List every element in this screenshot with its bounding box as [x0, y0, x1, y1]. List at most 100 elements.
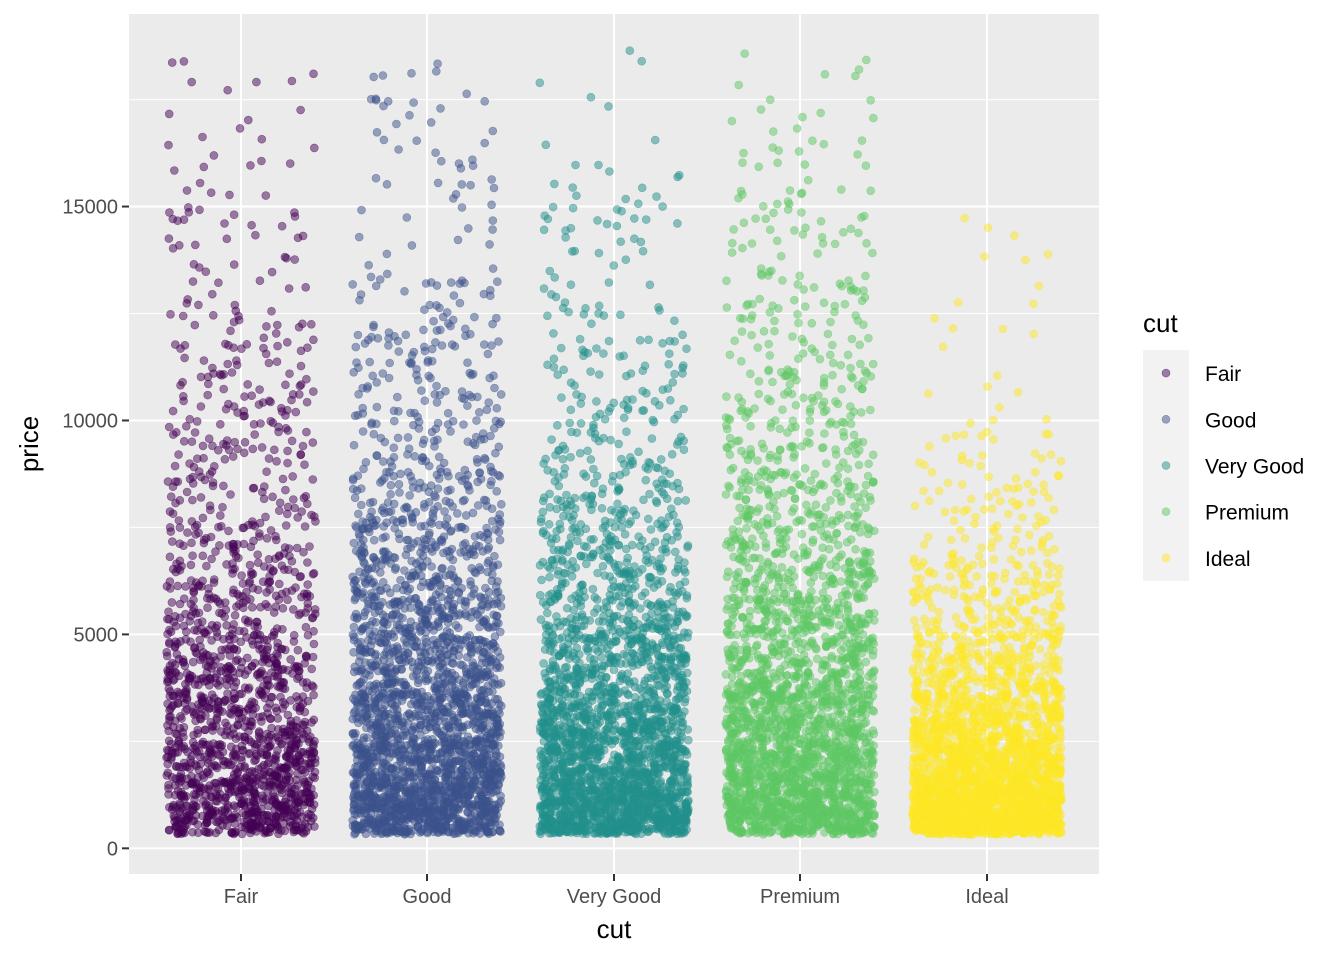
- data-point: [353, 588, 363, 598]
- data-point: [395, 488, 404, 497]
- data-point: [235, 592, 244, 601]
- data-point: [356, 500, 366, 510]
- data-point: [264, 358, 274, 368]
- data-point: [389, 416, 399, 426]
- data-point: [365, 498, 375, 508]
- data-point: [457, 276, 467, 286]
- data-point: [605, 167, 614, 176]
- data-point: [416, 755, 425, 765]
- data-point: [354, 232, 364, 242]
- data-point: [259, 343, 268, 353]
- data-point: [179, 436, 189, 446]
- data-point: [259, 767, 269, 776]
- data-point: [372, 128, 382, 137]
- data-point: [227, 814, 236, 823]
- data-point: [349, 622, 359, 632]
- data-point: [353, 471, 363, 481]
- data-point: [679, 445, 689, 455]
- data-point: [616, 310, 625, 320]
- data-point: [295, 572, 305, 582]
- data-point: [198, 737, 208, 747]
- data-point: [382, 180, 392, 189]
- data-point: [404, 797, 414, 806]
- data-point: [583, 446, 592, 456]
- data-point: [363, 733, 372, 743]
- data-point: [402, 641, 411, 650]
- data-point: [190, 680, 200, 689]
- data-point: [480, 807, 490, 817]
- data-point: [409, 539, 419, 548]
- data-point: [471, 703, 481, 713]
- data-point: [310, 609, 320, 619]
- data-point: [263, 602, 273, 612]
- data-point: [188, 551, 197, 561]
- data-point: [271, 329, 281, 338]
- data-point: [381, 647, 391, 657]
- data-point: [231, 764, 241, 774]
- data-point: [295, 807, 305, 817]
- data-point: [386, 489, 395, 499]
- data-point: [187, 517, 197, 526]
- data-point: [187, 437, 197, 447]
- data-point: [437, 603, 447, 613]
- data-point: [220, 612, 229, 622]
- data-point: [372, 402, 382, 412]
- data-point: [427, 789, 437, 799]
- data-point: [164, 109, 174, 119]
- data-point: [297, 728, 307, 738]
- data-point: [224, 760, 233, 770]
- data-point: [273, 714, 283, 723]
- data-point: [417, 656, 427, 666]
- data-point: [296, 361, 306, 371]
- data-point: [222, 821, 232, 831]
- data-point: [188, 495, 197, 505]
- data-point: [213, 597, 223, 606]
- data-point: [302, 397, 312, 407]
- data-point: [207, 554, 216, 564]
- data-point: [419, 342, 429, 352]
- data-point: [432, 281, 442, 290]
- data-point: [228, 452, 238, 461]
- data-point: [359, 524, 368, 534]
- data-point: [567, 247, 577, 256]
- data-point: [470, 662, 479, 671]
- data-point: [275, 498, 285, 508]
- data-point: [247, 636, 257, 646]
- data-point: [486, 480, 495, 490]
- data-point: [543, 311, 552, 321]
- data-point: [303, 580, 313, 589]
- data-point: [472, 416, 481, 425]
- data-point: [163, 477, 173, 486]
- data-point: [289, 630, 299, 640]
- data-point: [283, 446, 292, 456]
- data-point: [470, 636, 480, 645]
- data-point: [416, 582, 426, 592]
- data-point: [278, 603, 288, 613]
- data-point: [579, 493, 588, 503]
- data-point: [303, 343, 312, 353]
- data-point: [208, 289, 217, 299]
- data-point: [420, 305, 429, 315]
- data-point: [213, 632, 222, 642]
- data-point: [165, 507, 175, 516]
- data-point: [549, 354, 559, 364]
- data-point: [300, 460, 309, 470]
- data-point: [208, 441, 217, 451]
- data-point: [189, 789, 199, 799]
- data-point: [296, 702, 305, 712]
- data-point: [196, 759, 205, 769]
- data-point: [589, 478, 599, 488]
- data-point: [407, 241, 417, 250]
- data-point: [457, 203, 467, 212]
- data-point: [410, 711, 420, 721]
- data-point: [264, 454, 274, 463]
- data-point: [181, 689, 191, 699]
- data-point: [164, 736, 174, 746]
- data-point: [354, 718, 363, 728]
- data-point: [437, 749, 447, 758]
- data-point: [541, 140, 551, 150]
- data-point: [353, 509, 363, 519]
- data-point: [285, 159, 295, 168]
- data-point: [228, 778, 237, 788]
- data-point: [167, 668, 177, 678]
